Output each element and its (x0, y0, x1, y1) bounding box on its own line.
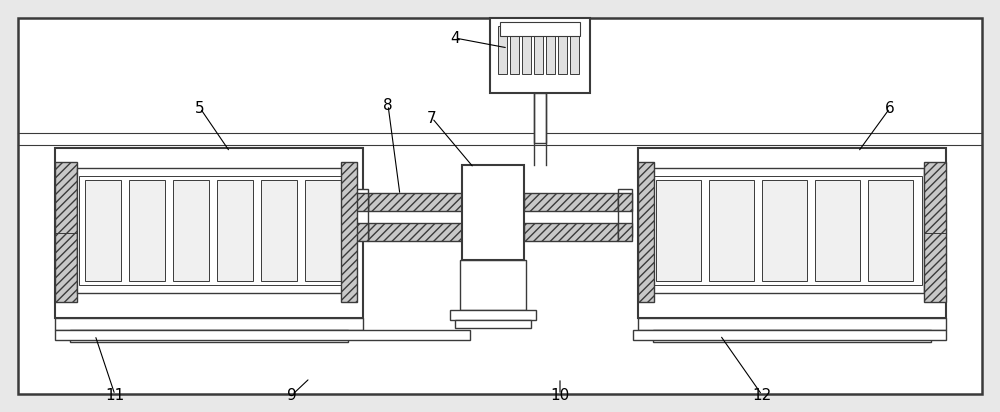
Bar (618, 223, 632, 241)
Bar (354, 189, 368, 237)
Bar (217, 180, 253, 281)
Bar (368, 223, 462, 241)
Bar (618, 193, 632, 211)
Text: 10: 10 (550, 388, 570, 403)
Text: 8: 8 (383, 98, 393, 112)
Bar (762, 180, 807, 281)
Bar (77, 168, 353, 293)
Bar (558, 26, 567, 74)
Bar (341, 162, 357, 302)
Text: 12: 12 (752, 388, 772, 403)
Bar (173, 180, 209, 281)
Bar (305, 180, 341, 281)
Bar (354, 193, 368, 211)
Text: 11: 11 (105, 388, 125, 403)
Bar (498, 26, 507, 74)
Bar (85, 180, 121, 281)
Bar (460, 260, 526, 310)
Bar (534, 93, 546, 143)
Bar (261, 180, 297, 281)
Bar (650, 176, 922, 285)
Bar (653, 330, 931, 342)
Text: 6: 6 (885, 101, 895, 115)
Text: 4: 4 (450, 30, 460, 45)
Bar (55, 148, 363, 318)
Bar (500, 22, 580, 36)
Bar (709, 180, 754, 281)
Bar (638, 162, 654, 302)
Bar (79, 176, 351, 285)
Text: 5: 5 (195, 101, 205, 115)
Text: 9: 9 (287, 388, 297, 403)
Bar (129, 180, 165, 281)
Bar (648, 168, 924, 293)
Bar (815, 180, 860, 281)
Text: 7: 7 (427, 110, 437, 126)
Bar (368, 193, 462, 211)
Bar (510, 26, 519, 74)
Bar (546, 26, 555, 74)
Bar (534, 26, 543, 74)
Bar (55, 330, 470, 340)
Bar (490, 18, 590, 93)
Bar (55, 318, 363, 330)
Bar (450, 310, 536, 320)
Bar (524, 193, 618, 211)
Bar (638, 148, 946, 318)
Bar (868, 180, 913, 281)
Bar (570, 26, 579, 74)
Bar (354, 223, 368, 241)
Bar (55, 162, 77, 302)
Bar (70, 330, 348, 342)
Bar (924, 162, 946, 302)
Bar (455, 320, 531, 328)
Bar (638, 318, 946, 330)
Bar (522, 26, 531, 74)
Bar (618, 189, 632, 237)
Bar (462, 165, 524, 260)
Bar (524, 223, 618, 241)
Bar (633, 330, 946, 340)
Bar (656, 180, 701, 281)
